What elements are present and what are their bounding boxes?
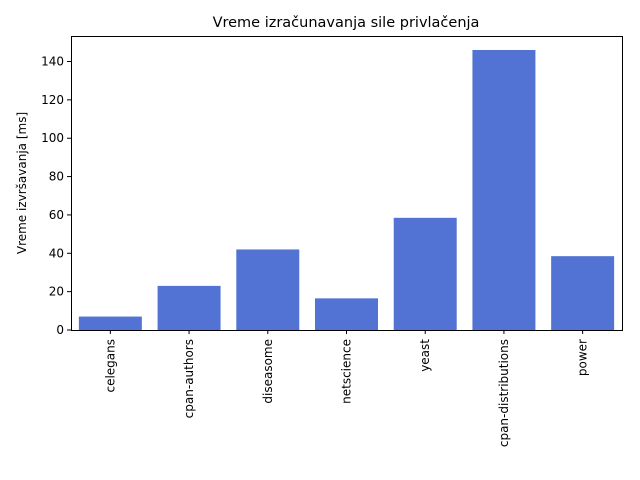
y-tick-label: 0 (56, 323, 64, 337)
x-tick-label-celegans: celegans (103, 339, 117, 393)
bar-diseasome (236, 249, 300, 330)
x-tick-label-netscience: netscience (340, 339, 354, 404)
bar-celegans (78, 316, 142, 330)
y-tick-label: 120 (41, 93, 64, 107)
y-axis-label: Vreme izvršavanja [ms] (15, 112, 29, 254)
plot-frame (71, 36, 623, 331)
bar-yeast (393, 217, 457, 330)
bar-cpan-authors (157, 285, 221, 330)
x-tick-label-diseasome: diseasome (261, 339, 275, 404)
y-tick-label: 40 (49, 246, 64, 260)
y-tick-label: 100 (41, 131, 64, 145)
y-tick-label: 80 (49, 170, 64, 184)
x-tick-label-cpan-distributions: cpan-distributions (497, 339, 511, 447)
x-tick-label-cpan-authors: cpan-authors (182, 339, 196, 418)
chart-title: Vreme izračunavanja sile privlačenja (213, 15, 480, 31)
y-axis-ticks: 0 20 40 60 80 100 120 140 (41, 55, 71, 337)
bar-netscience (315, 298, 378, 330)
y-tick-label: 140 (41, 55, 64, 69)
x-axis-ticks: celegans cpan-authors diseasome netscience y… (103, 330, 590, 447)
bars-group (78, 50, 615, 330)
y-tick-label: 60 (49, 208, 64, 222)
bar-power (551, 256, 615, 330)
bar-cpan-distributions (472, 50, 536, 330)
y-tick-label: 20 (49, 285, 64, 299)
x-tick-label-power: power (576, 339, 590, 376)
x-tick-label-yeast: yeast (418, 339, 432, 372)
